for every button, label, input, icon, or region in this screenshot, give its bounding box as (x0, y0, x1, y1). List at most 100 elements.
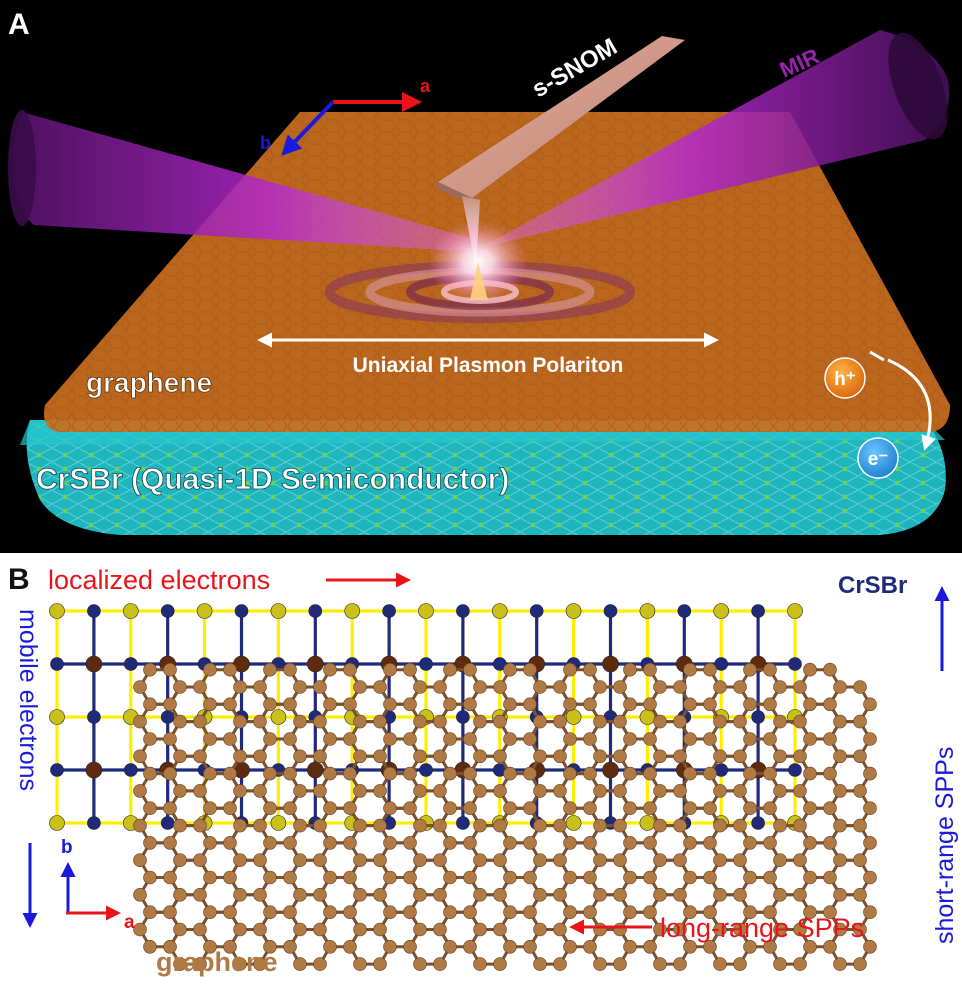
graphene-atom (443, 697, 457, 712)
graphene-atom (713, 749, 727, 764)
graphene-atom (553, 853, 567, 868)
graphene-atom (133, 680, 147, 694)
graphene-atom (383, 905, 397, 920)
graphene-atom (193, 957, 207, 971)
graphene-atom (713, 714, 727, 729)
graphene-atom (863, 732, 877, 746)
graphene-atom (493, 957, 507, 971)
graphene-atom (743, 939, 757, 954)
graphene-atom (263, 870, 277, 885)
graphene-atom (623, 766, 637, 781)
graphene-atom (473, 853, 487, 868)
graphene-atom (733, 957, 747, 971)
graphene-atom (463, 662, 477, 677)
graphene-atom (683, 732, 697, 746)
crsbr-atom (788, 657, 802, 671)
mir-beam-incident (12, 112, 478, 252)
graphene-atom (143, 801, 157, 815)
graphene-atom (793, 922, 807, 937)
graphene-atom (833, 784, 847, 798)
graphene-atom (133, 887, 147, 902)
graphene-atom (703, 836, 717, 850)
graphene-atom (433, 680, 447, 694)
graphene-atom (233, 784, 247, 798)
graphene-atom (793, 853, 807, 868)
graphene-atom (353, 714, 367, 729)
graphene-atom (673, 714, 687, 729)
graphene-atom (283, 732, 297, 746)
graphene-atom (313, 853, 327, 868)
graphene-atom (703, 697, 717, 712)
graphene-atom (713, 784, 727, 798)
graphene-atom (793, 887, 807, 902)
electron-carrier (857, 437, 899, 479)
graphene-atom (683, 870, 697, 885)
graphene-atom (133, 749, 147, 764)
graphene-atom (523, 801, 537, 815)
graphene-atom (173, 714, 187, 729)
graphene-atom (283, 836, 297, 850)
crsbr-atom (87, 604, 101, 618)
graphene-atom (283, 870, 297, 885)
graphene-atom (223, 836, 237, 850)
graphene-atom (653, 784, 667, 798)
graphene-atom (203, 939, 217, 954)
panel-a-illustration: a b h⁺ e⁻ A s-SNOM MIR Uniaxial Plasmon … (0, 0, 962, 553)
graphene-atom (613, 818, 627, 833)
graphene-atom (583, 801, 597, 815)
graphene-atom (493, 887, 507, 902)
graphene-atom (563, 662, 577, 677)
graphene-atom (283, 766, 297, 781)
graphene-atom (463, 870, 477, 885)
crsbr-atom (124, 657, 138, 671)
graphene-atom (793, 749, 807, 764)
graphene-atom (593, 853, 607, 868)
graphene-atom (743, 801, 757, 815)
crsbr-atom (751, 816, 765, 830)
graphene-atom (313, 680, 327, 694)
graphene-atom (803, 870, 817, 885)
graphene-lattice (133, 662, 877, 971)
graphene-atom (683, 939, 697, 954)
graphene-atom (703, 766, 717, 781)
graphene-atom (863, 697, 877, 712)
graphene-atom (743, 697, 757, 712)
crsbr-atom (123, 603, 139, 619)
graphene-atom (533, 922, 547, 937)
graphene-atom (143, 662, 157, 677)
crsbr-atom (491, 603, 508, 619)
graphene-atom (383, 801, 397, 815)
graphene-atom (623, 697, 637, 712)
crsbr-atom (565, 815, 582, 831)
graphene-atom (343, 766, 357, 781)
short-range-label: short-range SPPs (931, 747, 959, 944)
graphene-atom (623, 836, 637, 850)
graphene-atom (463, 836, 477, 850)
graphene-atom (863, 766, 877, 781)
graphene-atom (703, 732, 717, 746)
graphene-atom (373, 957, 387, 971)
graphene-atom (163, 766, 177, 781)
graphene-atom (203, 766, 217, 781)
graphene-atom (553, 887, 567, 902)
graphene-atom (313, 957, 327, 971)
graphene-atom (233, 680, 247, 694)
graphene-atom (763, 939, 777, 954)
axis-b-label-b: b (61, 837, 73, 858)
graphene-atom (613, 853, 627, 868)
graphene-atom (853, 853, 867, 868)
graphene-atom (673, 853, 687, 868)
graphene-atom (643, 939, 657, 954)
crsbr-atom (529, 604, 544, 618)
graphene-layer-label: graphene (86, 367, 212, 398)
graphene-atom (853, 784, 867, 798)
graphene-atom (193, 853, 207, 868)
graphene-atom (253, 957, 267, 971)
graphene-atom (643, 766, 657, 781)
graphene-atom (283, 662, 297, 677)
graphene-atom (673, 784, 687, 798)
graphene-atom (283, 905, 297, 920)
graphene-atom (793, 818, 807, 833)
graphene-atom (623, 870, 637, 885)
graphene-atom (773, 922, 787, 937)
